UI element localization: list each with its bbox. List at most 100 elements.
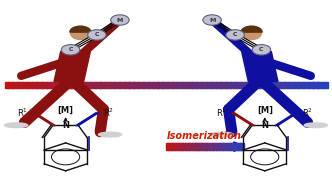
Bar [200,82,202,88]
Bar [83,82,84,88]
Bar [46,82,48,88]
Bar [242,82,243,88]
Bar [286,82,287,88]
Bar [238,143,239,150]
Bar [261,82,262,88]
Bar [231,143,232,150]
Bar [237,143,238,150]
Bar [194,82,195,88]
Bar [229,143,230,150]
Bar [269,82,271,88]
Bar [222,143,223,150]
Bar [219,143,220,150]
Bar [201,82,203,88]
Bar [274,82,276,88]
Bar [128,82,130,88]
Bar [194,143,195,150]
Bar [178,143,179,150]
Bar [234,82,236,88]
Bar [199,143,200,150]
Circle shape [111,15,129,25]
Bar [305,82,306,88]
Bar [235,143,236,150]
Bar [267,82,268,88]
Bar [166,143,167,150]
Bar [79,82,81,88]
Bar [318,82,320,88]
Bar [310,82,311,88]
Bar [306,82,307,88]
Text: N: N [261,121,268,130]
Ellipse shape [304,123,327,128]
Bar [325,82,326,88]
Bar [226,82,228,88]
Bar [239,82,241,88]
Bar [294,82,296,88]
Bar [189,143,190,150]
Bar [41,82,43,88]
Bar [126,82,127,88]
Bar [109,82,111,88]
Bar [59,82,60,88]
Bar [239,143,241,150]
Bar [68,82,69,88]
Bar [232,143,233,150]
Bar [106,82,107,88]
Bar [236,143,237,150]
Bar [141,82,142,88]
Bar [182,143,183,150]
Bar [98,82,100,88]
Bar [250,82,252,88]
Bar [222,143,223,150]
Bar [225,143,226,150]
Bar [200,143,201,150]
Bar [192,143,193,150]
Bar [283,82,285,88]
Bar [282,82,284,88]
Bar [225,82,227,88]
Bar [168,143,169,150]
Bar [324,82,325,88]
Bar [146,82,147,88]
Bar [129,82,131,88]
Bar [204,82,206,88]
Bar [161,82,163,88]
Bar [262,82,263,88]
Bar [180,143,181,150]
Bar [215,82,217,88]
Text: N: N [62,121,69,130]
Text: C: C [95,32,99,37]
Bar [65,82,67,88]
Bar [223,82,224,88]
Bar [293,82,295,88]
Bar [155,82,156,88]
Bar [231,82,233,88]
Bar [111,82,112,88]
Bar [191,143,192,150]
Bar [302,82,304,88]
Bar [170,82,171,88]
Bar [179,82,180,88]
Bar [240,143,241,150]
Bar [7,82,9,88]
Bar [58,82,59,88]
Bar [242,143,243,150]
Bar [285,82,286,88]
Bar [160,82,161,88]
Bar [320,82,321,88]
Bar [162,82,164,88]
Bar [215,143,216,150]
Text: R$^2$: R$^2$ [103,107,114,119]
Bar [80,82,82,88]
Wedge shape [70,26,91,32]
Bar [252,82,253,88]
Circle shape [252,45,271,55]
Bar [206,82,208,88]
Bar [11,82,13,88]
Bar [184,82,185,88]
Bar [201,143,202,150]
Bar [49,82,50,88]
Bar [64,82,65,88]
Bar [208,143,209,150]
Bar [75,82,77,88]
